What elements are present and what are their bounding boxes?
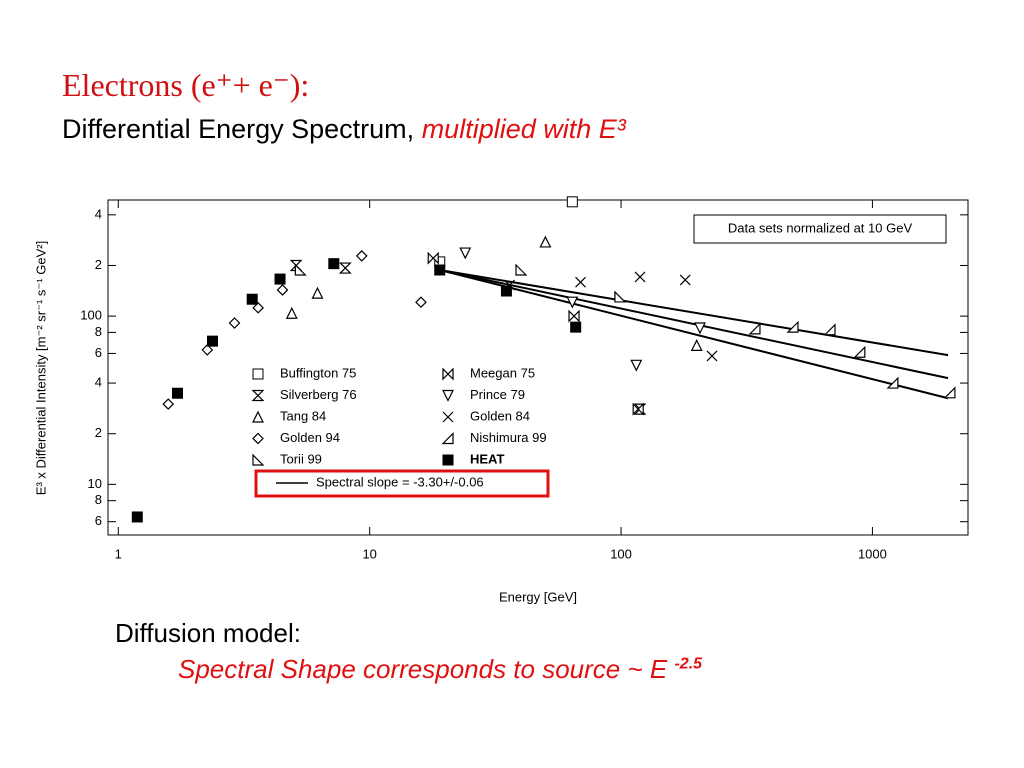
plot-frame (107, 199, 969, 536)
legend-label: Golden 84 (470, 408, 530, 423)
marker (459, 247, 472, 260)
marker (500, 285, 512, 297)
marker (246, 293, 258, 305)
legend-marker (442, 454, 454, 466)
marker (575, 276, 586, 288)
y-tick-label: 2 (95, 425, 102, 440)
legend-label: Meegan 75 (470, 365, 535, 380)
fit-line (439, 269, 949, 400)
marker (311, 286, 324, 299)
marker (786, 320, 799, 333)
y-tick-label: 2 (95, 257, 102, 272)
x-axis-label: Energy [GeV] (499, 589, 577, 604)
legend-label: Silverberg 76 (280, 387, 357, 402)
marker (162, 398, 175, 410)
legend-label: Spectral slope = -3.30+/-0.06 (316, 474, 484, 489)
footer-heading: Diffusion model: (115, 618, 301, 648)
footer-exponent: -2.5 (674, 655, 703, 673)
legend-label: Buffington 75 (280, 365, 356, 380)
y-tick-label: 10 (88, 476, 102, 491)
fit-line (439, 269, 949, 380)
y-tick-label: 100 (80, 308, 102, 323)
legend-label: Nishimura 99 (470, 430, 547, 445)
legend-marker (251, 389, 265, 402)
y-tick-label: 6 (95, 345, 102, 360)
marker (614, 290, 627, 303)
legend-label: Tang 84 (280, 408, 326, 423)
footer-body: Spectral Shape corresponds to source ~ E (178, 654, 668, 684)
legend-marker (252, 453, 265, 466)
marker (172, 387, 184, 399)
subtitle-text: Differential Energy Spectrum, (62, 114, 415, 144)
legend-label: HEAT (470, 451, 504, 466)
marker (568, 309, 580, 323)
footer-text: Spectral Shape corresponds to source ~ E… (178, 654, 702, 685)
legend-marker (442, 367, 454, 381)
marker (427, 251, 439, 265)
highlight-box (254, 469, 550, 498)
y-tick-label: 4 (95, 375, 102, 390)
marker (355, 250, 368, 262)
marker (632, 402, 644, 416)
legend-marker (252, 368, 264, 380)
marker (570, 321, 582, 333)
x-tick-label: 1 (115, 546, 122, 561)
marker (853, 345, 866, 358)
marker (706, 350, 718, 362)
x-tick-label: 10 (362, 546, 376, 561)
y-tick-label: 8 (95, 324, 102, 339)
marker (823, 323, 836, 336)
fit-line (439, 269, 949, 357)
legend-marker (441, 432, 454, 445)
marker (206, 335, 218, 347)
marker (294, 263, 307, 276)
marker (228, 317, 241, 329)
legend-marker (442, 389, 454, 402)
marker (285, 306, 298, 319)
x-tick-label: 1000 (858, 546, 887, 561)
y-axis-label: E³ x Differential Intensity [m⁻² sr⁻¹ s⁻… (33, 241, 48, 495)
legend-marker (252, 410, 264, 423)
subtitle: Differential Energy Spectrum, multiplied… (62, 114, 626, 145)
marker (539, 235, 552, 248)
marker (566, 296, 579, 309)
legend-label: Golden 94 (280, 430, 340, 445)
legend-label: Prince 79 (470, 387, 525, 402)
marker (566, 196, 578, 208)
marker (328, 258, 340, 270)
marker (131, 511, 143, 523)
marker (252, 301, 264, 314)
legend-marker (442, 411, 454, 423)
slide-title: Electrons (e⁺+ e⁻): (62, 67, 310, 103)
y-tick-label: 8 (95, 492, 102, 507)
marker (886, 376, 899, 389)
marker (634, 271, 646, 283)
marker (434, 264, 446, 276)
marker (943, 386, 956, 399)
marker (690, 339, 703, 351)
annotation: Data sets normalized at 10 GeV (728, 220, 913, 235)
marker (201, 344, 214, 356)
y-tick-label: 6 (95, 513, 102, 528)
annotation-box (693, 214, 947, 244)
marker (630, 359, 643, 372)
legend-marker (252, 432, 264, 445)
y-tick-label: 4 (95, 206, 102, 221)
marker (415, 296, 427, 309)
marker (276, 284, 289, 296)
marker (338, 262, 352, 274)
marker (515, 263, 528, 276)
legend-label: Torii 99 (280, 451, 322, 466)
x-tick-label: 100 (610, 546, 632, 561)
marker (693, 322, 706, 335)
marker (274, 273, 286, 285)
marker (679, 274, 691, 286)
marker (748, 322, 761, 335)
subtitle-emphasis: multiplied with E³ (421, 114, 626, 144)
